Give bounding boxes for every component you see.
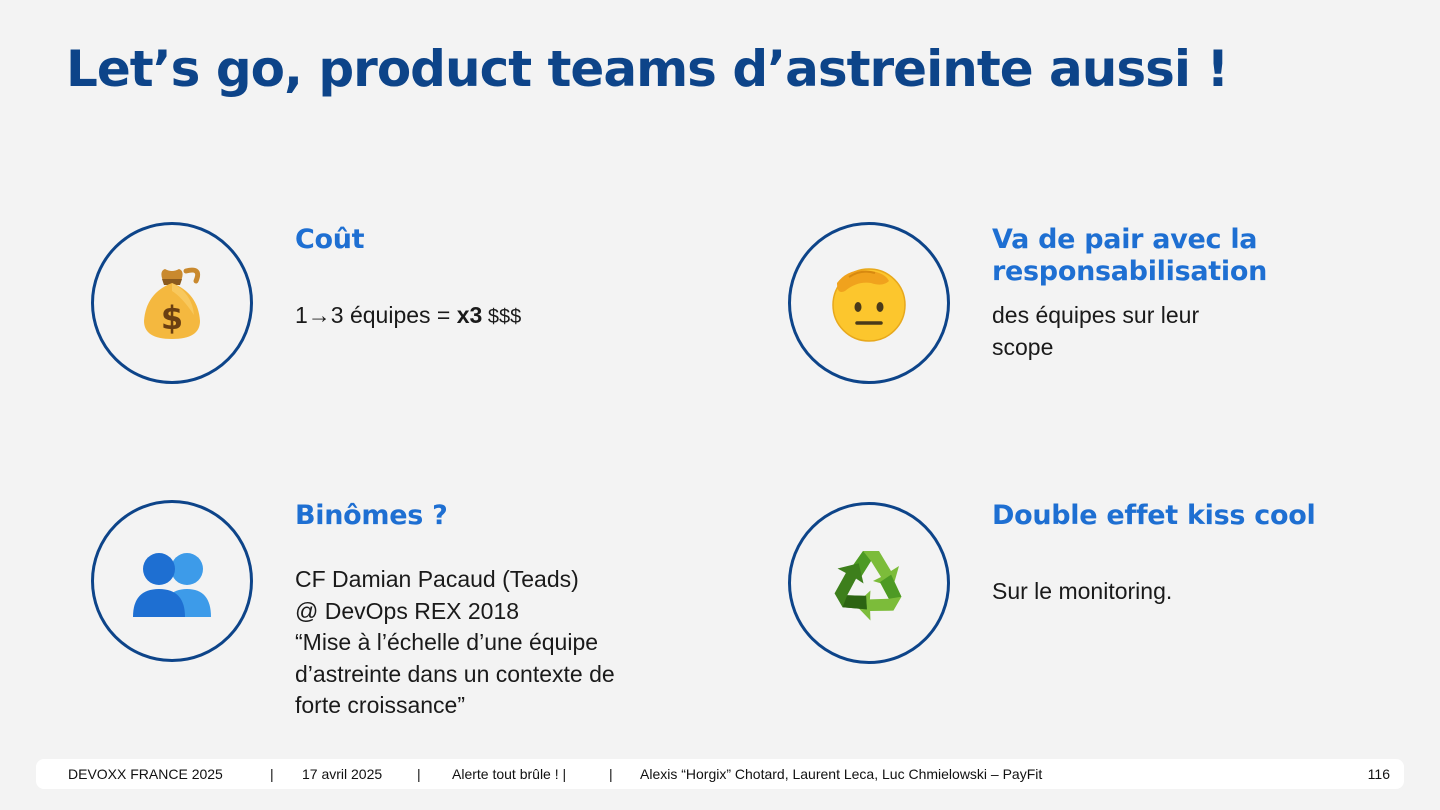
pairs-text-line: forte croissance” [295, 692, 466, 718]
pairs-text-line: “Mise à l’échelle d’une équipe [295, 629, 599, 655]
kiss-cool-icon-circle [788, 502, 950, 664]
cost-text: 1→3 équipes = x3 $$$ [295, 300, 521, 334]
money-bag-icon: $ [144, 267, 201, 339]
responsibility-heading-line1: Va de pair avec la [992, 224, 1258, 255]
responsibility-icon-circle [788, 222, 950, 384]
cost-heading: Coût [295, 224, 365, 255]
footer-separator: | [270, 766, 274, 782]
responsibility-text-line1: des équipes sur leur [992, 302, 1200, 328]
kiss-cool-text: Sur le monitoring. [992, 578, 1173, 604]
footer-event: DEVOXX FRANCE 2025 [68, 766, 223, 782]
pairs-text-line: d’astreinte dans un contexte de [295, 660, 615, 687]
pairs-heading: Binômes ? [295, 500, 448, 531]
busts-in-silhouette-icon [133, 553, 211, 617]
footer-separator: | [609, 766, 613, 782]
saluting-face-icon [832, 268, 906, 342]
responsibility-heading: Va de pair avec la responsabilisation [992, 224, 1267, 288]
footer-date: 17 avril 2025 [302, 766, 383, 782]
kiss-cool-heading: Double effet kiss cool [992, 500, 1316, 531]
pairs-text-line: CF Damian Pacaud (Teads) [295, 566, 579, 592]
pairs-icon-circle [91, 500, 253, 662]
footer-separator: | [417, 766, 421, 782]
responsibility-text-line2: scope [992, 333, 1054, 360]
slide-title: Let’s go, product teams d’astreinte auss… [66, 40, 1229, 98]
svg-text:$: $ [161, 299, 183, 337]
footer-talk-title: Alerte tout brûle ! | [452, 766, 567, 782]
cost-text-suffix: $$$ [482, 306, 522, 328]
responsibility-heading-line2: responsabilisation [992, 256, 1268, 287]
responsibility-text: des équipes sur leur scope [992, 300, 1199, 363]
footer-authors: Alexis “Horgix” Chotard, Laurent Leca, L… [640, 766, 1043, 782]
recycling-symbol-icon [834, 551, 902, 621]
pairs-text-line: @ DevOps REX 2018 [295, 597, 520, 624]
pairs-text: CF Damian Pacaud (Teads) @ DevOps REX 20… [295, 564, 615, 722]
footer-page-number: 116 [1367, 766, 1390, 782]
cost-multiplier: x3 [456, 302, 483, 328]
cost-icon-circle: $ [91, 222, 253, 384]
slide-footer: DEVOXX FRANCE 2025 | 17 avril 2025 | Ale… [36, 759, 1404, 789]
cost-text-prefix: 1→3 équipes = [295, 302, 457, 328]
